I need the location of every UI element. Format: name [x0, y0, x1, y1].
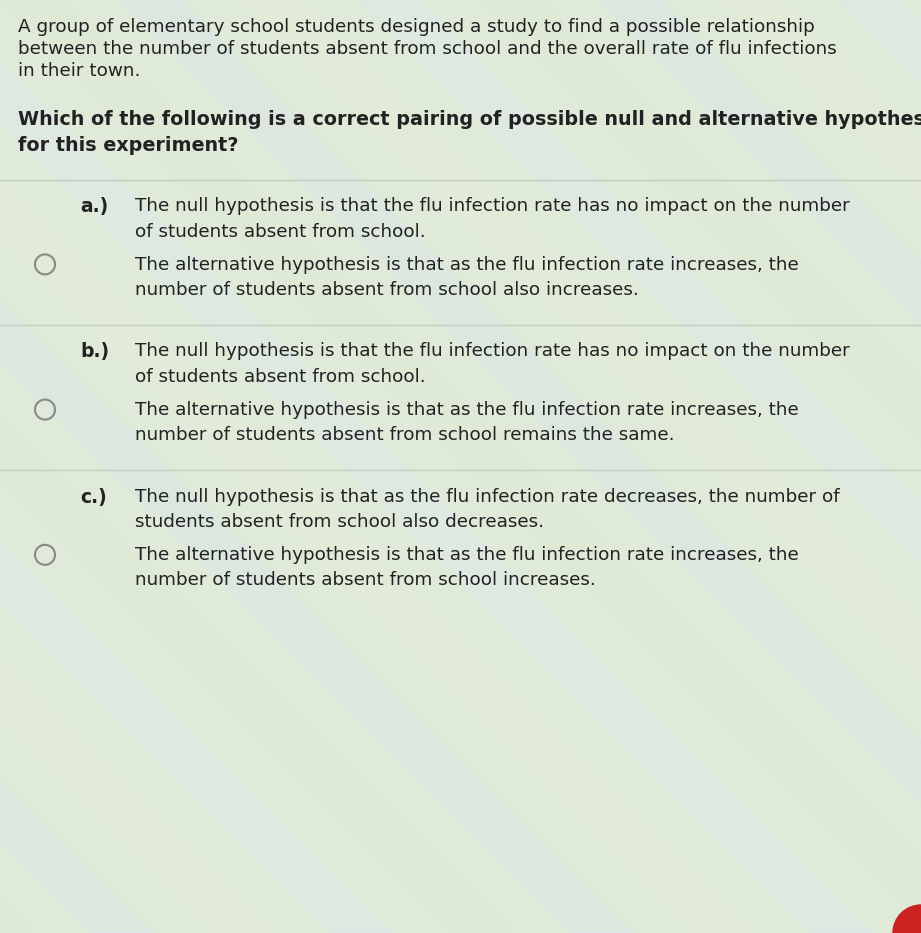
Polygon shape — [840, 0, 921, 933]
Text: a.): a.) — [80, 197, 109, 216]
Text: between the number of students absent from school and the overall rate of flu in: between the number of students absent fr… — [18, 40, 837, 58]
Polygon shape — [240, 0, 921, 933]
Text: Which of the following is a correct pairing of possible null and alternative hyp: Which of the following is a correct pair… — [18, 110, 921, 130]
Polygon shape — [0, 0, 633, 933]
Text: The null hypothesis is that the flu infection rate has no impact on the number: The null hypothesis is that the flu infe… — [135, 197, 850, 216]
Polygon shape — [600, 0, 921, 933]
Text: of students absent from school.: of students absent from school. — [135, 223, 426, 241]
Text: The null hypothesis is that as the flu infection rate decreases, the number of: The null hypothesis is that as the flu i… — [135, 488, 840, 506]
Polygon shape — [360, 0, 921, 933]
Polygon shape — [120, 0, 921, 933]
Text: number of students absent from school also increases.: number of students absent from school al… — [135, 281, 639, 299]
Text: number of students absent from school increases.: number of students absent from school in… — [135, 571, 596, 590]
Text: students absent from school also decreases.: students absent from school also decreas… — [135, 513, 544, 531]
Text: The null hypothesis is that the flu infection rate has no impact on the number: The null hypothesis is that the flu infe… — [135, 342, 850, 360]
Polygon shape — [480, 0, 921, 933]
Polygon shape — [0, 0, 33, 933]
Text: The alternative hypothesis is that as the flu infection rate increases, the: The alternative hypothesis is that as th… — [135, 401, 799, 419]
Polygon shape — [0, 0, 153, 933]
Circle shape — [893, 905, 921, 933]
Polygon shape — [0, 0, 273, 933]
Text: for this experiment?: for this experiment? — [18, 135, 239, 155]
Polygon shape — [720, 0, 921, 933]
Polygon shape — [0, 0, 513, 933]
Text: b.): b.) — [80, 342, 109, 361]
Text: A group of elementary school students designed a study to find a possible relati: A group of elementary school students de… — [18, 18, 815, 36]
Polygon shape — [0, 0, 393, 933]
Text: of students absent from school.: of students absent from school. — [135, 368, 426, 386]
Text: number of students absent from school remains the same.: number of students absent from school re… — [135, 426, 674, 444]
Text: c.): c.) — [80, 488, 107, 507]
Polygon shape — [0, 0, 873, 933]
Text: The alternative hypothesis is that as the flu infection rate increases, the: The alternative hypothesis is that as th… — [135, 256, 799, 273]
Polygon shape — [0, 0, 753, 933]
Text: The alternative hypothesis is that as the flu infection rate increases, the: The alternative hypothesis is that as th… — [135, 546, 799, 564]
Text: in their town.: in their town. — [18, 62, 140, 80]
